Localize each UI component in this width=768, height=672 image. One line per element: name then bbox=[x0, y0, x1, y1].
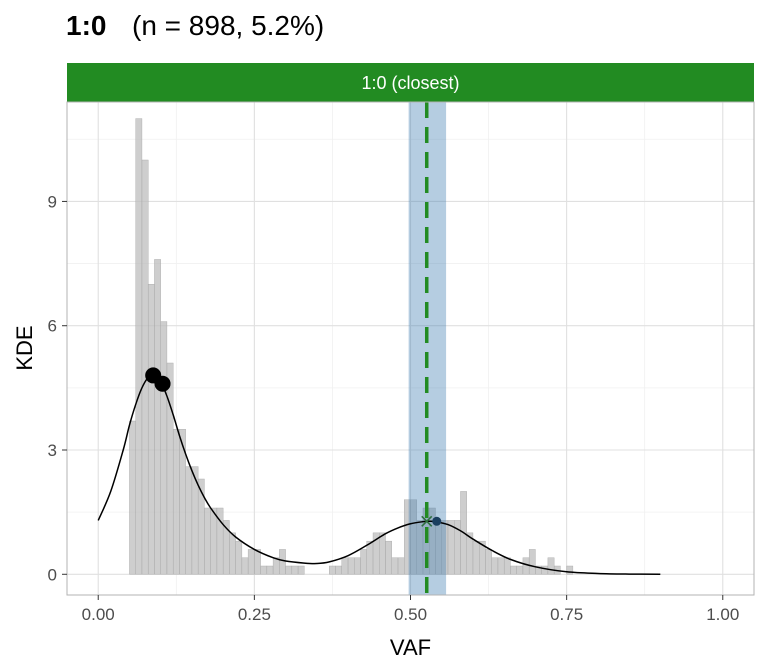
histogram-bar bbox=[335, 565, 342, 575]
histogram-bar bbox=[528, 549, 536, 575]
histogram-bar bbox=[366, 540, 374, 575]
histogram-bar bbox=[204, 507, 211, 575]
peak-point bbox=[154, 375, 171, 392]
histogram-bar bbox=[235, 540, 243, 575]
target-cross-marker bbox=[421, 515, 433, 527]
y-axis: 0 3 6 9 bbox=[48, 192, 67, 584]
histogram-bar bbox=[341, 557, 349, 575]
histogram-bar bbox=[516, 565, 524, 575]
histogram-bar bbox=[510, 565, 517, 575]
histogram-bar bbox=[354, 557, 361, 575]
histogram-bar bbox=[172, 429, 180, 575]
histogram-bar bbox=[397, 557, 405, 575]
histogram-bar bbox=[472, 540, 480, 575]
histogram-bar bbox=[485, 549, 492, 575]
histogram-bar bbox=[285, 565, 293, 575]
x-tick-label: 0.75 bbox=[550, 605, 583, 624]
histogram-bar bbox=[491, 557, 499, 575]
x-axis: 0.00 0.25 0.50 0.75 1.00 bbox=[82, 595, 739, 624]
facet-strip bbox=[67, 63, 754, 102]
secondary-peak-point bbox=[432, 516, 442, 526]
peak-points bbox=[145, 367, 442, 527]
histogram-bar bbox=[254, 549, 261, 575]
histogram-bar bbox=[522, 557, 530, 575]
x-tick-label: 0.50 bbox=[394, 605, 427, 624]
histogram-bar bbox=[503, 557, 511, 575]
histogram-bar bbox=[391, 557, 399, 575]
histogram-bar bbox=[279, 549, 286, 575]
histogram-bar bbox=[385, 540, 392, 575]
y-axis-title: KDE bbox=[12, 325, 37, 370]
x-tick-label: 0.25 bbox=[238, 605, 271, 624]
histogram-bar bbox=[210, 507, 218, 575]
y-tick-label: 0 bbox=[48, 565, 57, 584]
histogram-bar bbox=[541, 565, 549, 575]
histogram-bar bbox=[166, 362, 174, 575]
chart-title-bold: 1:0 bbox=[66, 10, 106, 41]
histogram-bar bbox=[266, 565, 274, 575]
y-tick-label: 3 bbox=[48, 441, 57, 460]
histogram-bar bbox=[147, 284, 155, 575]
histogram-bar bbox=[129, 420, 136, 575]
chart-title-rest: (n = 898, 5.2%) bbox=[132, 10, 324, 41]
histogram-bar bbox=[447, 520, 455, 575]
histogram-bar bbox=[497, 557, 505, 575]
histogram-bar bbox=[185, 466, 193, 575]
histogram-bar bbox=[360, 549, 367, 575]
y-tick-label: 9 bbox=[48, 192, 57, 211]
histogram-bar bbox=[379, 532, 386, 575]
facet-strip-label: 1:0 (closest) bbox=[361, 73, 459, 93]
histogram-bar bbox=[229, 532, 236, 575]
histogram-bar bbox=[141, 159, 149, 575]
histogram-bar bbox=[291, 565, 299, 575]
histogram-bar bbox=[329, 565, 336, 575]
y-tick-label: 6 bbox=[48, 317, 57, 336]
histogram-bar bbox=[160, 321, 168, 575]
histogram-bar bbox=[260, 565, 268, 575]
histogram-bar bbox=[154, 259, 161, 575]
x-tick-label: 1.00 bbox=[706, 605, 739, 624]
histogram-bar bbox=[297, 565, 305, 575]
x-tick-label: 0.00 bbox=[82, 605, 115, 624]
histogram-bar bbox=[135, 118, 143, 575]
histogram-bar bbox=[547, 557, 555, 575]
x-axis-title: VAF bbox=[390, 635, 431, 660]
histogram-bar bbox=[566, 565, 574, 575]
histogram-bar bbox=[347, 557, 355, 575]
histogram-bar bbox=[247, 549, 255, 575]
histogram-bar bbox=[241, 557, 249, 575]
